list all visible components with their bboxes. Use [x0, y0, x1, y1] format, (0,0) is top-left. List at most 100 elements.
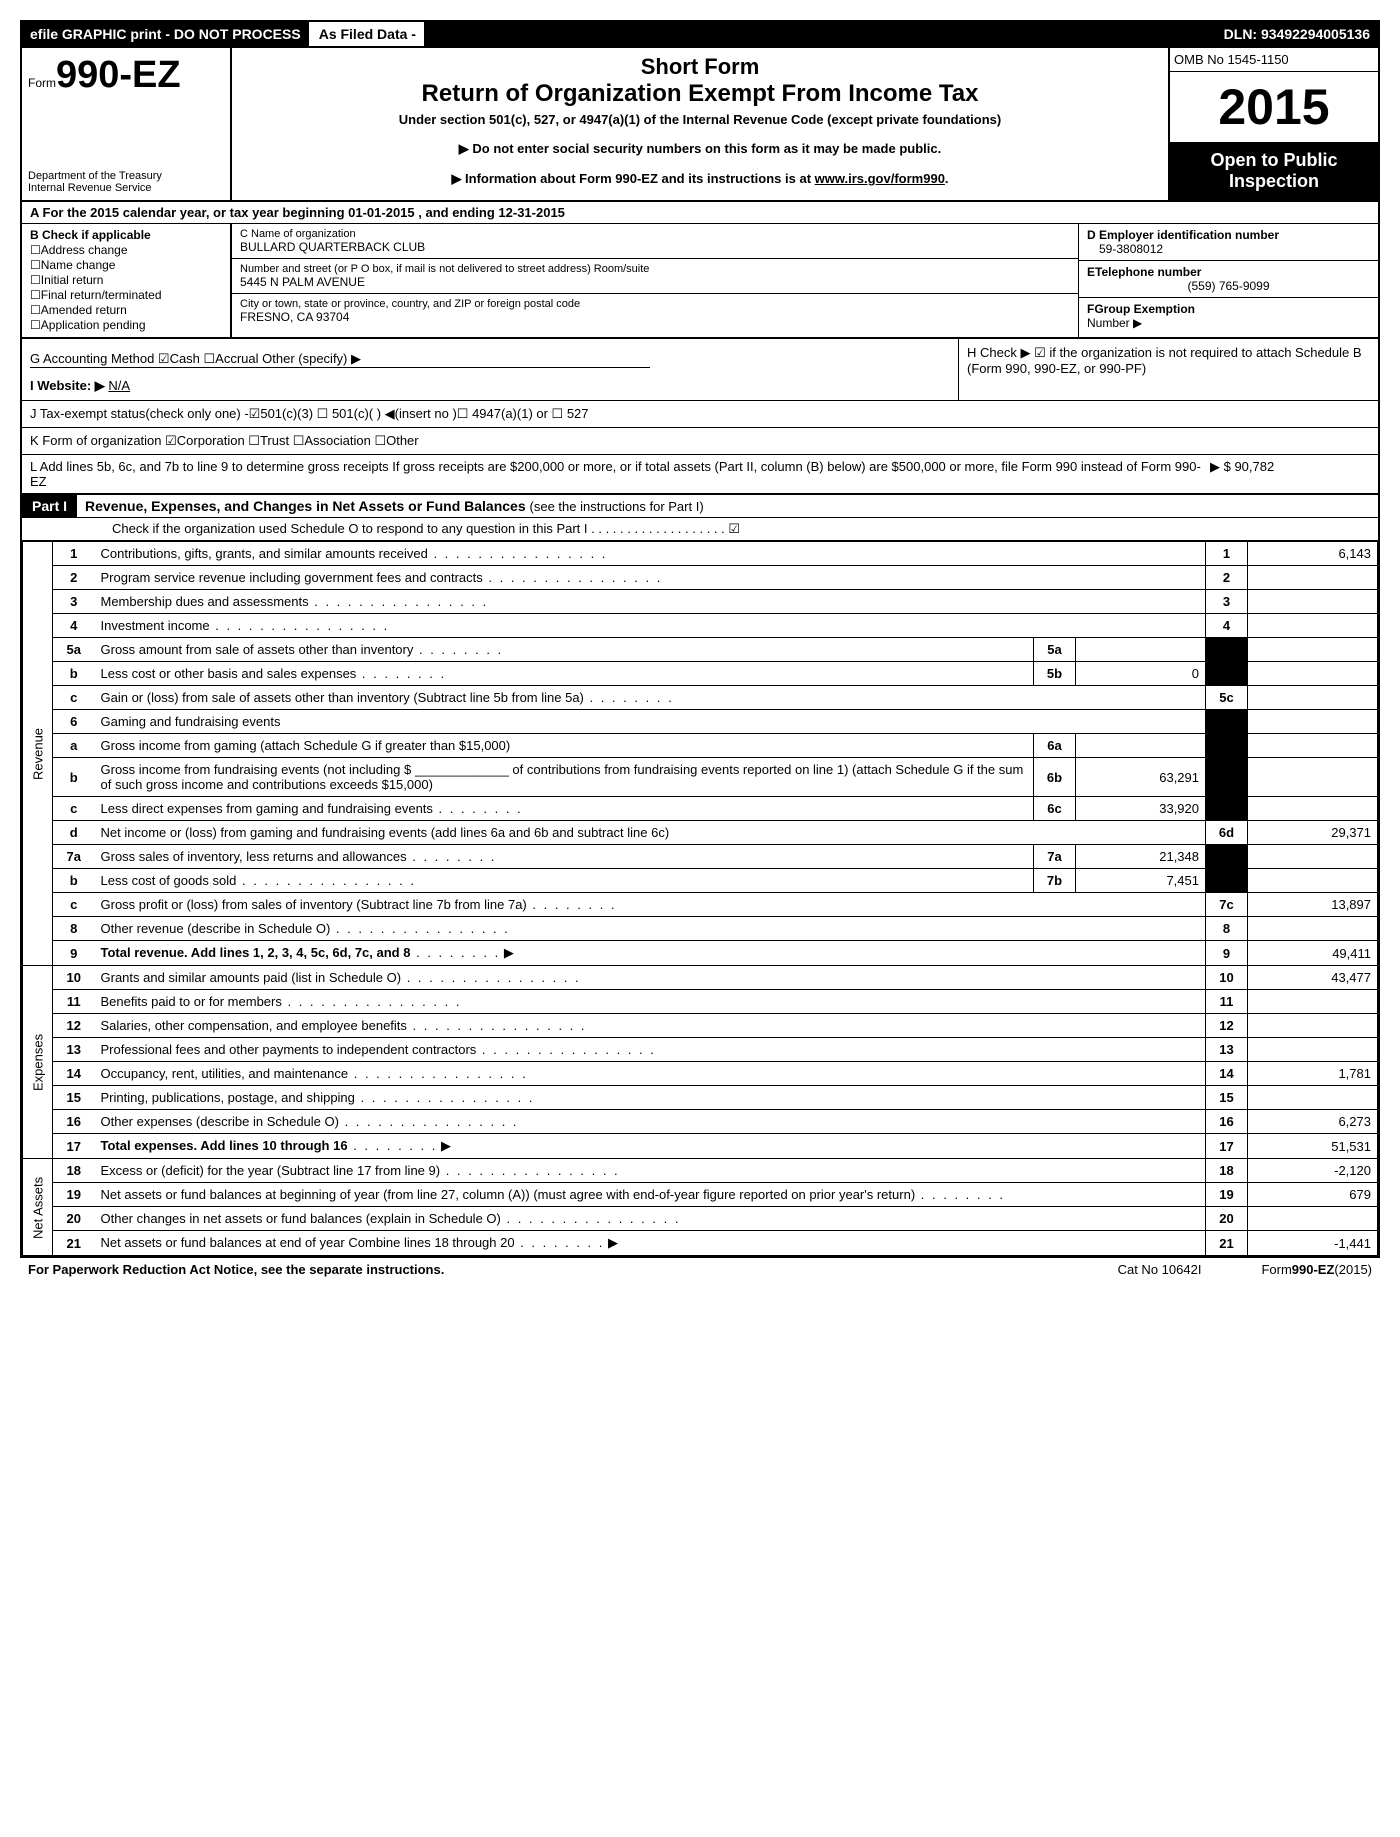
- top-bar: efile GRAPHIC print - DO NOT PROCESS As …: [22, 22, 1378, 48]
- line-7c: c Gross profit or (loss) from sales of i…: [23, 893, 1378, 917]
- row-g-h: G Accounting Method ☑Cash ☐Accrual Other…: [22, 339, 1378, 401]
- line-8: 8 Other revenue (describe in Schedule O)…: [23, 917, 1378, 941]
- header-right: OMB No 1545-1150 2015 Open to Public Ins…: [1168, 48, 1378, 200]
- footer-formref: Form990-EZ(2015): [1261, 1262, 1372, 1277]
- line-17: 17 Total expenses. Add lines 10 through …: [23, 1134, 1378, 1159]
- part1-header: Part I Revenue, Expenses, and Changes in…: [22, 495, 1378, 518]
- line-16: 16 Other expenses (describe in Schedule …: [23, 1110, 1378, 1134]
- line-9: 9 Total revenue. Add lines 1, 2, 3, 4, 5…: [23, 941, 1378, 966]
- line-21: 21 Net assets or fund balances at end of…: [23, 1231, 1378, 1256]
- chk-address-change[interactable]: ☐Address change: [30, 243, 222, 257]
- irs-link[interactable]: www.irs.gov/form990: [815, 171, 945, 186]
- efile-notice: efile GRAPHIC print - DO NOT PROCESS: [22, 22, 309, 46]
- d-ein-block: D Employer identification number 59-3808…: [1079, 224, 1378, 261]
- form-number: Form990-EZ: [28, 54, 224, 97]
- c-city-block: City or town, state or province, country…: [232, 294, 1078, 328]
- form-990ez: efile GRAPHIC print - DO NOT PROCESS As …: [20, 20, 1380, 1258]
- header: Form990-EZ Department of the Treasury In…: [22, 48, 1378, 202]
- line-6b: b Gross income from fundraising events (…: [23, 758, 1378, 797]
- i-value: N/A: [108, 378, 130, 393]
- inspect-line2: Inspection: [1174, 171, 1374, 192]
- note-info: ▶ Information about Form 990-EZ and its …: [242, 171, 1158, 187]
- line-5c: c Gain or (loss) from sale of assets oth…: [23, 686, 1378, 710]
- department: Department of the Treasury Internal Reve…: [28, 170, 224, 194]
- form-prefix: Form: [28, 76, 56, 90]
- row-j-tax-exempt: J Tax-exempt status(check only one) -☑50…: [22, 401, 1378, 428]
- line-6: 6 Gaming and fundraising events: [23, 710, 1378, 734]
- f-group-block: FGroup Exemption Number ▶: [1079, 298, 1378, 334]
- line-7b: b Less cost of goods sold 7b 7,451: [23, 869, 1378, 893]
- row-i-website: I Website: ▶ N/A: [30, 378, 950, 394]
- footer-paperwork: For Paperwork Reduction Act Notice, see …: [28, 1262, 444, 1277]
- part1-title: Revenue, Expenses, and Changes in Net As…: [77, 495, 712, 517]
- part1-paren: (see the instructions for Part I): [530, 499, 704, 514]
- short-form-label: Short Form: [242, 54, 1158, 80]
- note-ssn: ▶ Do not enter social security numbers o…: [242, 141, 1158, 157]
- line-13: 13 Professional fees and other payments …: [23, 1038, 1378, 1062]
- as-filed-label: As Filed Data -: [309, 22, 424, 46]
- e-phone-block: ETelephone number (559) 765-9099: [1079, 261, 1378, 298]
- line-6d: d Net income or (loss) from gaming and f…: [23, 821, 1378, 845]
- d-ein-value: 59-3808012: [1087, 242, 1370, 256]
- netassets-label: Net Assets: [23, 1159, 53, 1256]
- line-11: 11 Benefits paid to or for members 11: [23, 990, 1378, 1014]
- line-12: 12 Salaries, other compensation, and emp…: [23, 1014, 1378, 1038]
- inspect-line1: Open to Public: [1174, 150, 1374, 171]
- e-phone-value: (559) 765-9099: [1087, 279, 1370, 293]
- c-city-label: City or town, state or province, country…: [240, 298, 1070, 310]
- dln-value: 93492294005136: [1261, 26, 1370, 42]
- line-19: 19 Net assets or fund balances at beginn…: [23, 1183, 1378, 1207]
- dln: DLN: 93492294005136: [1216, 22, 1378, 46]
- line-15: 15 Printing, publications, postage, and …: [23, 1086, 1378, 1110]
- tax-year: 2015: [1170, 72, 1378, 142]
- c-name-value: BULLARD QUARTERBACK CLUB: [240, 240, 1070, 254]
- row-a-tax-year: A For the 2015 calendar year, or tax yea…: [22, 202, 1378, 224]
- row-h-schedule-b: H Check ▶ ☑ if the organization is not r…: [958, 339, 1378, 400]
- line-10: Expenses 10 Grants and similar amounts p…: [23, 966, 1378, 990]
- dept-irs: Internal Revenue Service: [28, 182, 224, 194]
- l-text: L Add lines 5b, 6c, and 7b to line 9 to …: [30, 459, 1210, 489]
- row-l-gross-receipts: L Add lines 5b, 6c, and 7b to line 9 to …: [22, 455, 1378, 495]
- c-addr-block: Number and street (or P O box, if mail i…: [232, 259, 1078, 294]
- chk-name-change[interactable]: ☐Name change: [30, 258, 222, 272]
- line-6a: a Gross income from gaming (attach Sched…: [23, 734, 1378, 758]
- form-number-big: 990-EZ: [56, 54, 181, 96]
- form-subtitle: Under section 501(c), 527, or 4947(a)(1)…: [242, 112, 1158, 127]
- revenue-label: Revenue: [23, 542, 53, 966]
- note-info-pre: ▶ Information about Form 990-EZ and its …: [451, 171, 814, 186]
- header-left: Form990-EZ Department of the Treasury In…: [22, 48, 232, 200]
- chk-amended-return[interactable]: ☐Amended return: [30, 303, 222, 317]
- chk-application-pending[interactable]: ☐Application pending: [30, 318, 222, 332]
- c-addr-label: Number and street (or P O box, if mail i…: [240, 263, 1070, 275]
- l-value: ▶ $ 90,782: [1210, 459, 1370, 489]
- page-footer: For Paperwork Reduction Act Notice, see …: [20, 1258, 1380, 1281]
- col-d-e-f: D Employer identification number 59-3808…: [1078, 224, 1378, 337]
- chk-initial-return[interactable]: ☐Initial return: [30, 273, 222, 287]
- dept-treasury: Department of the Treasury: [28, 170, 224, 182]
- line-5a: 5a Gross amount from sale of assets othe…: [23, 638, 1378, 662]
- line-14: 14 Occupancy, rent, utilities, and maint…: [23, 1062, 1378, 1086]
- block-b-c-d-e-f: B Check if applicable ☐Address change ☐N…: [22, 224, 1378, 339]
- f-group-label2: Number ▶: [1087, 316, 1142, 330]
- e-phone-label: ETelephone number: [1087, 265, 1370, 279]
- chk-final-return[interactable]: ☐Final return/terminated: [30, 288, 222, 302]
- g-text: G Accounting Method ☑Cash ☐Accrual Other…: [30, 351, 650, 368]
- row-g-accounting: G Accounting Method ☑Cash ☐Accrual Other…: [22, 339, 958, 400]
- line-1: Revenue 1 Contributions, gifts, grants, …: [23, 542, 1378, 566]
- footer-catno: Cat No 10642I: [1118, 1262, 1202, 1277]
- row-k-form-org: K Form of organization ☑Corporation ☐Tru…: [22, 428, 1378, 455]
- col-b-checkboxes: B Check if applicable ☐Address change ☐N…: [22, 224, 232, 337]
- f-group-label: FGroup Exemption: [1087, 302, 1195, 316]
- line-3: 3 Membership dues and assessments 3: [23, 590, 1378, 614]
- line-18: Net Assets 18 Excess or (deficit) for th…: [23, 1159, 1378, 1183]
- col-c-org-info: C Name of organization BULLARD QUARTERBA…: [232, 224, 1078, 337]
- c-name-label: C Name of organization: [240, 228, 1070, 240]
- header-mid: Short Form Return of Organization Exempt…: [232, 48, 1168, 200]
- part1-check-o: Check if the organization used Schedule …: [22, 518, 1378, 541]
- line-2: 2 Program service revenue including gove…: [23, 566, 1378, 590]
- d-ein-label: D Employer identification number: [1087, 228, 1370, 242]
- part1-tag: Part I: [22, 495, 77, 517]
- line-6c: c Less direct expenses from gaming and f…: [23, 797, 1378, 821]
- expenses-label: Expenses: [23, 966, 53, 1159]
- omb-number: OMB No 1545-1150: [1170, 48, 1378, 72]
